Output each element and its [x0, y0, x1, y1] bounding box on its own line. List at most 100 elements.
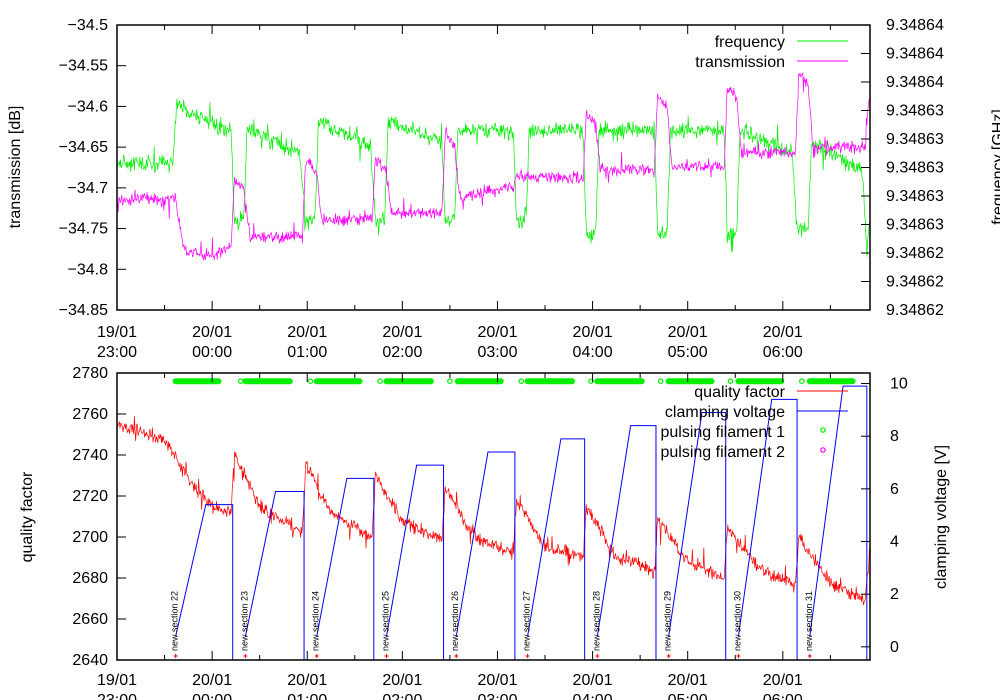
x-tick-label-date: 20/01 — [477, 324, 517, 341]
y2-tick-label: 9.34863 — [886, 103, 944, 120]
x-tick-label-time: 06:00 — [763, 692, 803, 700]
section-label: new section 29 — [663, 591, 673, 651]
pulsing-filament-1-point — [799, 378, 805, 385]
section-label: new section 30 — [732, 591, 742, 651]
x-tick-label-time: 02:00 — [382, 692, 422, 700]
x-tick-label-time: 02:00 — [382, 344, 422, 361]
series-frequency-line — [117, 98, 870, 257]
x-tick-label-time: 03:00 — [477, 692, 517, 700]
x-tick-label-time: 00:00 — [192, 692, 232, 700]
section-marker — [595, 654, 600, 658]
y2-tick-label: 10 — [890, 376, 908, 393]
bottom-panel: quality factor clamping voltage [V] new … — [19, 365, 950, 700]
legend-label-frequency: frequency — [715, 34, 785, 51]
clamping-voltage-ramp — [175, 504, 234, 660]
section-marker — [666, 654, 671, 658]
y2-tick-label: 9.34863 — [886, 131, 944, 148]
legend-label-quality-factor: quality factor — [694, 384, 785, 401]
x-tick-label-date: 20/01 — [287, 672, 327, 689]
plot-area — [117, 72, 870, 261]
section-marker — [243, 654, 248, 658]
section-marker — [736, 654, 741, 658]
x-tick-label-time: 05:00 — [668, 344, 708, 361]
y-tick-label: −34.75 — [59, 221, 108, 238]
clamping-voltage-ramp — [668, 411, 727, 660]
section-marker — [807, 654, 812, 658]
clamping-voltage-ramp — [386, 464, 445, 660]
y2-tick-label: 2 — [890, 586, 899, 603]
section-label: new section 22 — [170, 591, 180, 651]
legend-swatch-pulsing-filament-1 — [820, 427, 826, 433]
legend-label-pulsing-filament-1: pulsing filament 1 — [660, 424, 785, 441]
y-tick-label: −34.85 — [59, 302, 108, 319]
bottom-y2-axis-label: clamping voltage [V] — [933, 445, 950, 589]
x-tick-label-time: 03:00 — [477, 344, 517, 361]
legend-label-clamping-voltage: clamping voltage — [665, 404, 785, 421]
pulsing-filament-1-point — [447, 378, 453, 385]
y2-tick-label: 9.34863 — [886, 217, 944, 234]
pulsing-filament-1-point — [727, 378, 734, 385]
y-tick-label: 2640 — [72, 652, 108, 669]
pulsing-filament-1-point — [377, 378, 383, 385]
y2-tick-label: 8 — [890, 428, 899, 445]
x-tick-label-date: 20/01 — [192, 672, 232, 689]
section-label: new section 26 — [450, 591, 460, 651]
section-marker — [454, 654, 459, 658]
x-tick-label-date: 20/01 — [668, 672, 708, 689]
section-label: new section 27 — [522, 591, 532, 651]
x-tick-label-time: 00:00 — [192, 344, 232, 361]
x-tick-label-date: 20/01 — [763, 324, 803, 341]
clamping-voltage-ramp — [809, 385, 868, 660]
clamping-voltage-ramp — [737, 398, 798, 660]
y2-tick-label: 9.34862 — [886, 274, 944, 291]
section-marker — [384, 654, 389, 658]
legend-swatch-pulsing-filament-2 — [820, 447, 826, 453]
legend-label-transmission: transmission — [695, 54, 785, 71]
y-tick-label: 2680 — [72, 570, 108, 587]
x-tick-label-date: 20/01 — [382, 672, 422, 689]
section-label: new section 31 — [804, 591, 814, 651]
series-quality-factor-line — [117, 416, 870, 606]
x-tick-label-date: 20/01 — [763, 672, 803, 689]
top-panel: transmission [dB] frequency [GHz] 19/01 2… — [7, 17, 1000, 361]
pulsing-filament-1-point — [237, 378, 244, 385]
x-tick-label-time: 23:00 — [97, 692, 137, 700]
section-label: new section 25 — [380, 591, 390, 651]
x-tick-label-time: 23:00 — [97, 344, 137, 361]
x-tick-label-time: 06:00 — [763, 344, 803, 361]
y-tick-label: −34.8 — [68, 261, 109, 278]
top-legend: frequency transmission — [695, 34, 848, 71]
y2-tick-label: 9.34864 — [886, 46, 944, 63]
x-tick-label-date: 20/01 — [287, 324, 327, 341]
y-tick-label: 2780 — [72, 365, 108, 382]
x-tick-label-date: 20/01 — [573, 324, 613, 341]
top-y2-axis-label: frequency [GHz] — [990, 109, 1000, 225]
y2-tick-label: 6 — [890, 481, 899, 498]
y2-tick-label: 9.34863 — [886, 188, 944, 205]
plot-area — [117, 378, 870, 660]
y2-tick-label: 0 — [890, 639, 899, 656]
bottom-y-axis-label: quality factor — [19, 471, 36, 562]
y2-tick-label: 9.34864 — [886, 17, 944, 34]
top-y-axis-label: transmission [dB] — [7, 106, 24, 229]
section-label: new section 28 — [591, 591, 601, 651]
x-tick-label-date: 20/01 — [477, 672, 517, 689]
y-tick-label: 2700 — [72, 529, 108, 546]
clamping-voltage-ramp — [316, 477, 375, 660]
clamping-voltage-ramp — [596, 425, 657, 660]
y2-tick-label: 9.34864 — [886, 74, 944, 91]
section-label: new section 23 — [239, 591, 249, 651]
clamping-voltage-ramp — [455, 451, 516, 660]
x-tick-label-date: 19/01 — [97, 672, 137, 689]
x-tick-label-date: 20/01 — [573, 672, 613, 689]
y-tick-label: −34.55 — [59, 58, 108, 75]
x-tick-label-date: 20/01 — [192, 324, 232, 341]
series-transmission-line — [117, 72, 870, 261]
x-tick-label-date: 20/01 — [382, 324, 422, 341]
pulsing-filament-1-point — [307, 378, 314, 385]
clamping-voltage-ramp — [244, 490, 305, 660]
y-tick-label: 2660 — [72, 611, 108, 628]
plot-frame — [116, 372, 871, 661]
legend-label-pulsing-filament-2: pulsing filament 2 — [660, 444, 785, 461]
